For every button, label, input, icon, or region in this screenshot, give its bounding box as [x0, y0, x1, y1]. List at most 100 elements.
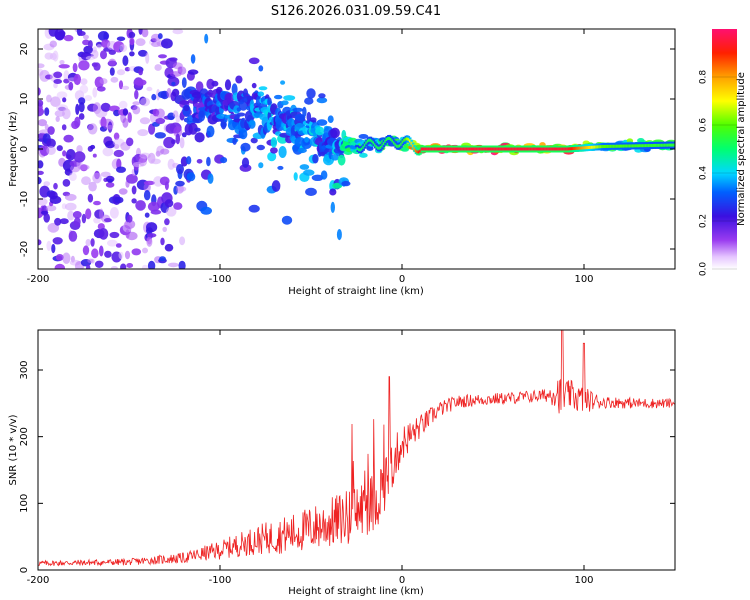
ridge-core	[627, 144, 630, 148]
spectral-blob	[311, 174, 324, 181]
spectral-blob	[61, 124, 67, 131]
spectral-blob	[59, 218, 69, 225]
ridge-core	[576, 146, 579, 150]
spectral-blob	[93, 200, 101, 206]
spectral-blob	[108, 58, 117, 66]
ridge-core	[643, 144, 646, 148]
ridge-core	[528, 147, 531, 151]
ridge-core	[609, 144, 613, 148]
ridge-core	[449, 147, 453, 151]
spectral-blob	[51, 243, 56, 254]
ridge-core	[394, 143, 397, 147]
ridge-core	[611, 144, 614, 148]
spectral-blob	[271, 180, 281, 192]
spectral-blob	[148, 123, 156, 135]
ridge-core	[540, 147, 543, 151]
colorbar-tick-label: 0.0	[699, 262, 709, 277]
spectral-blob	[336, 229, 342, 241]
x-tick-label: 0	[399, 575, 405, 586]
spectral-blob	[180, 156, 188, 167]
ridge-core	[518, 147, 521, 151]
figure-title: S126.2026.031.09.59.C41	[271, 4, 441, 19]
ridge-core	[489, 147, 492, 151]
ridge-core	[588, 146, 591, 149]
spectral-blob	[283, 95, 296, 101]
ridge-core	[550, 147, 553, 151]
ridge-core	[671, 143, 674, 147]
spectral-blob	[200, 206, 212, 215]
spectral-blob	[122, 108, 129, 116]
ridge-core	[659, 143, 662, 147]
spectral-blob	[38, 176, 42, 185]
spectral-blob	[164, 243, 174, 252]
spectral-blob	[91, 49, 99, 59]
spectral-blob	[53, 71, 63, 79]
ridge-core	[634, 144, 638, 148]
spectral-blob	[277, 165, 284, 170]
spectral-blob	[204, 33, 209, 44]
ridge-core	[548, 147, 552, 151]
ridge-core	[663, 143, 667, 147]
spectral-blob	[125, 174, 138, 184]
ridge-core	[558, 147, 562, 151]
spectral-blob	[73, 151, 86, 163]
spectral-blob	[49, 40, 57, 48]
ridge-core	[427, 147, 431, 151]
ridge-core	[378, 146, 381, 150]
spectral-blob	[309, 117, 317, 123]
spectral-blob	[43, 213, 50, 223]
spectral-blob	[79, 84, 89, 94]
spectral-blob	[68, 81, 74, 91]
spectral-blob	[258, 162, 264, 169]
spectral-blob	[69, 172, 77, 181]
spectral-blob	[127, 112, 132, 123]
spectral-blob	[179, 137, 185, 149]
spectral-blob	[63, 70, 70, 82]
ridge-core	[375, 145, 378, 149]
spectral-blob	[160, 148, 170, 155]
y-tick-label: 0	[19, 146, 30, 152]
spectral-blob	[141, 264, 149, 269]
ridge-core	[522, 147, 526, 151]
ridge-core	[382, 142, 386, 146]
ridge-core	[360, 147, 364, 151]
spectral-blob	[102, 147, 114, 157]
ridge-core	[612, 144, 616, 148]
spectral-blob	[143, 182, 151, 193]
spectral-blob	[172, 29, 184, 35]
spectral-blob	[103, 31, 108, 42]
spectral-blob	[124, 219, 136, 229]
spectral-blob	[38, 197, 48, 206]
spectral-blob	[145, 52, 150, 64]
spectral-blob	[86, 264, 91, 269]
spectral-blob	[139, 117, 151, 125]
spectral-blob	[104, 250, 112, 258]
ridge-core	[462, 147, 466, 151]
spectral-blob	[108, 49, 117, 55]
spectral-blob	[292, 107, 304, 112]
ridge-core	[572, 147, 575, 151]
ridge-core	[656, 143, 659, 147]
ridge-core	[422, 147, 425, 151]
spectral-blob	[187, 69, 199, 75]
snr-y-axis-label: SNR (10 * v/v)	[8, 414, 19, 485]
x-tick-label: -100	[209, 575, 232, 586]
spectral-blob	[147, 260, 156, 269]
spectral-blob	[232, 137, 237, 145]
spectral-blob	[169, 57, 178, 62]
spectral-blob	[164, 218, 170, 226]
spectral-blob	[330, 201, 335, 213]
ridge-core	[507, 147, 511, 151]
ridge-core	[633, 144, 636, 148]
ridge-core	[618, 144, 622, 148]
colorbar: 0.0 0.2 0.4 0.6 0.8 Normalized spectral ampl…	[699, 29, 747, 277]
ridge-core	[583, 146, 587, 150]
spectral-blob	[239, 164, 252, 172]
spectral-blob	[54, 217, 62, 226]
spectral-blob	[239, 129, 248, 140]
ridge-core	[509, 147, 512, 151]
spectral-blob	[63, 134, 74, 143]
ridge-core	[655, 143, 658, 147]
spectral-blob	[177, 186, 187, 192]
spectral-blob	[126, 214, 133, 223]
